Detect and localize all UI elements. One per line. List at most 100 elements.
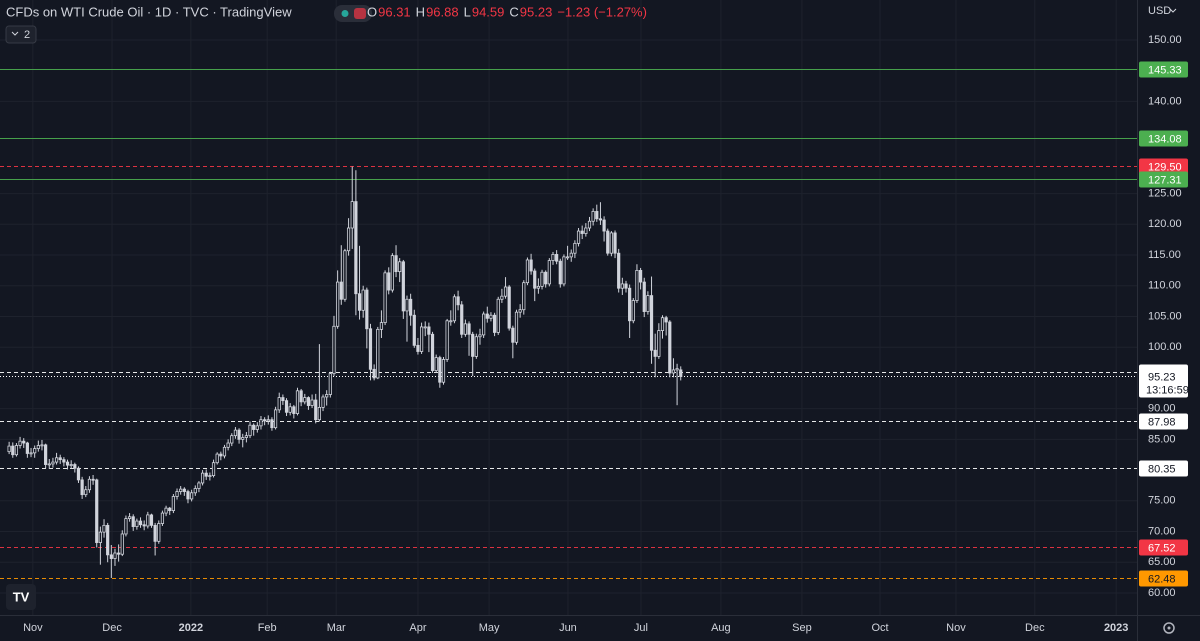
candle-body bbox=[135, 520, 139, 527]
candle-body bbox=[25, 442, 29, 454]
candle-body bbox=[281, 397, 285, 402]
grid bbox=[0, 0, 1137, 615]
candle-body bbox=[11, 445, 15, 456]
ohlc-value: 96.31 bbox=[378, 4, 411, 19]
y-tick-label: 100.00 bbox=[1148, 341, 1182, 353]
candle-body bbox=[529, 259, 533, 272]
candle-body bbox=[160, 512, 165, 524]
price-tag bbox=[1139, 158, 1188, 175]
candle-body bbox=[255, 425, 259, 430]
candle-body bbox=[598, 218, 603, 221]
candle-body bbox=[237, 429, 241, 440]
x-tick-label: Feb bbox=[258, 622, 277, 634]
indicator-count[interactable]: 2 bbox=[24, 29, 30, 41]
ohlc-key: H bbox=[416, 4, 425, 19]
candle-body bbox=[372, 368, 376, 379]
candle-body bbox=[584, 227, 588, 234]
candle-body bbox=[33, 448, 37, 454]
candle-body bbox=[339, 281, 343, 300]
candle-body bbox=[401, 261, 405, 312]
y-tick-label: 120.00 bbox=[1148, 218, 1182, 230]
candle-body bbox=[80, 479, 84, 496]
settings-icon[interactable] bbox=[1163, 622, 1175, 634]
x-tick-label: Mar bbox=[327, 622, 346, 634]
candle-body bbox=[186, 491, 190, 500]
ohlc-value: 94.59 bbox=[472, 4, 505, 19]
price-tag bbox=[1139, 460, 1188, 477]
candle-body bbox=[244, 435, 248, 438]
candle-body bbox=[182, 488, 186, 492]
candle-body bbox=[379, 322, 384, 330]
candle-body bbox=[288, 406, 292, 413]
currency-label[interactable]: USD bbox=[1148, 5, 1171, 17]
candle-body bbox=[595, 211, 599, 220]
logo-mark: TV bbox=[13, 589, 30, 604]
candle-body bbox=[153, 524, 157, 542]
candle-body bbox=[248, 424, 252, 437]
candle-body bbox=[321, 396, 325, 408]
ohlc-legend: O 96.31 H 96.88 L 94.59 C 95.23 −1.23 (−1.27%) bbox=[367, 4, 647, 19]
candle-body bbox=[233, 429, 238, 437]
candle-body bbox=[376, 328, 380, 379]
candle-body bbox=[646, 295, 650, 312]
candle-body bbox=[489, 314, 493, 319]
candle-body bbox=[452, 296, 457, 322]
candle-body bbox=[514, 311, 519, 343]
chevron-icon bbox=[1169, 8, 1177, 13]
y-tick-label: 150.00 bbox=[1148, 34, 1182, 46]
candle-body bbox=[211, 462, 216, 476]
candle-body bbox=[558, 260, 562, 285]
candle-body bbox=[445, 320, 449, 360]
candle-body bbox=[266, 419, 270, 422]
candle-body bbox=[412, 314, 416, 346]
price-tag-label: 80.35 bbox=[1148, 463, 1176, 475]
y-tick-label: 105.00 bbox=[1148, 310, 1182, 322]
candle-body bbox=[580, 230, 584, 234]
candle-body bbox=[383, 272, 387, 324]
y-tick-label: 140.00 bbox=[1148, 95, 1182, 107]
x-tick-label: May bbox=[479, 622, 500, 634]
candle-body bbox=[91, 478, 95, 481]
indicator-toggle[interactable] bbox=[5, 25, 37, 44]
candle-body bbox=[664, 317, 668, 323]
candle-body bbox=[208, 475, 212, 477]
candle-body bbox=[471, 333, 475, 357]
candle-body bbox=[620, 283, 624, 289]
candle-body bbox=[113, 552, 117, 559]
price-tag bbox=[1139, 413, 1188, 430]
candle-body bbox=[547, 260, 551, 285]
price-tag-label: 127.31 bbox=[1148, 174, 1182, 186]
x-tick-label: Sep bbox=[792, 622, 812, 634]
ohlc-value: 95.23 bbox=[520, 4, 553, 19]
y-tick-label: 60.00 bbox=[1148, 587, 1176, 599]
y-tick-label: 85.00 bbox=[1148, 433, 1176, 445]
ohlc-key: L bbox=[464, 4, 471, 19]
candle-body bbox=[357, 293, 362, 311]
axes: 150.00 140.00 125.00 120.00 115.00 110.00 105.… bbox=[23, 34, 1189, 634]
candle-body bbox=[416, 344, 420, 352]
candle-body bbox=[460, 304, 464, 335]
ohlc-key: O bbox=[367, 4, 377, 19]
candle-body bbox=[62, 459, 66, 463]
candle-body bbox=[463, 323, 467, 335]
candle-body bbox=[259, 419, 263, 427]
price-tag-label: 129.50 bbox=[1148, 161, 1182, 173]
candle-body bbox=[456, 296, 460, 306]
price-tag bbox=[1139, 171, 1188, 188]
tv-logo[interactable]: TV bbox=[6, 584, 36, 610]
y-tick-label: 90.00 bbox=[1148, 403, 1176, 415]
candle-body bbox=[368, 328, 373, 370]
candle-body bbox=[536, 285, 540, 289]
candle-body bbox=[270, 419, 274, 429]
candle-body bbox=[500, 295, 504, 300]
candle-body bbox=[427, 326, 431, 335]
y-tick-label: 125.00 bbox=[1148, 187, 1182, 199]
candle-body bbox=[277, 397, 281, 411]
last-price-tag bbox=[1139, 368, 1188, 398]
candle-body bbox=[127, 516, 132, 520]
candle-body bbox=[314, 399, 318, 421]
x-tick-label: Dec bbox=[102, 622, 122, 634]
gear-center bbox=[1167, 626, 1171, 630]
status-badges[interactable] bbox=[334, 5, 372, 22]
